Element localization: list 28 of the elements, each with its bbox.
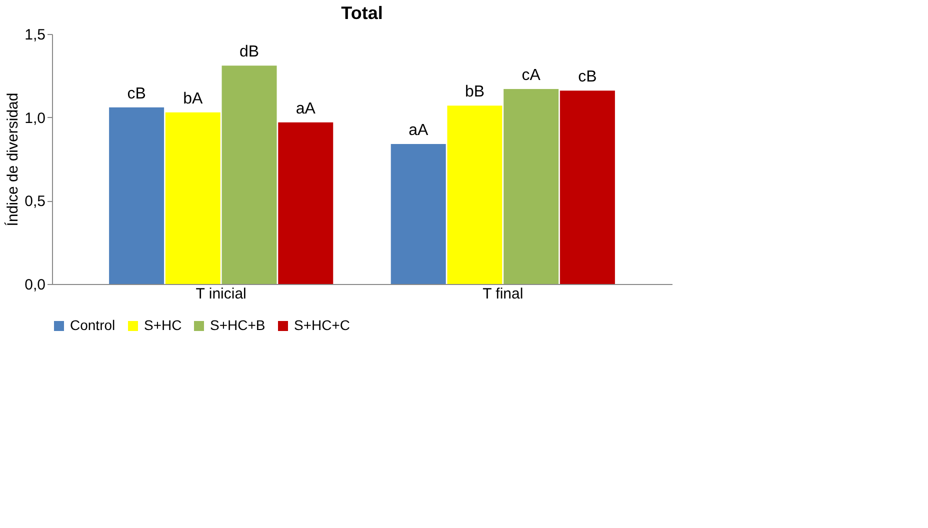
x-tick-label: T inicial [196,286,246,302]
x-tick-label: T final [482,286,524,302]
data-label: bA [183,90,204,108]
y-axis-title: Índice de diversidad [4,92,22,226]
y-tick-label: 1,5 [24,26,46,44]
data-label: cA [522,67,541,84]
data-label: bB [464,84,485,101]
data-label: aA [296,100,316,118]
legend-label: S+HC [144,317,182,333]
bar [165,112,220,284]
data-label: aA [408,122,428,139]
bar [222,66,277,284]
y-tick-label: 1,0 [24,110,46,127]
data-label: dB [239,44,260,61]
bar [504,89,559,284]
bar [278,122,334,284]
legend-label: Control [70,317,116,333]
bar [560,90,615,284]
legend-label: S+HC+B [210,317,266,333]
data-label: cB [127,85,146,102]
y-tick-label: 0,0 [24,276,46,294]
chart-title: Total [341,3,383,23]
data-label: cB [578,68,597,86]
bar [390,144,446,284]
legend-label: S+HC+C [294,317,350,333]
bar [109,107,164,284]
bar [447,106,502,284]
y-tick-label: 0,5 [24,193,46,210]
